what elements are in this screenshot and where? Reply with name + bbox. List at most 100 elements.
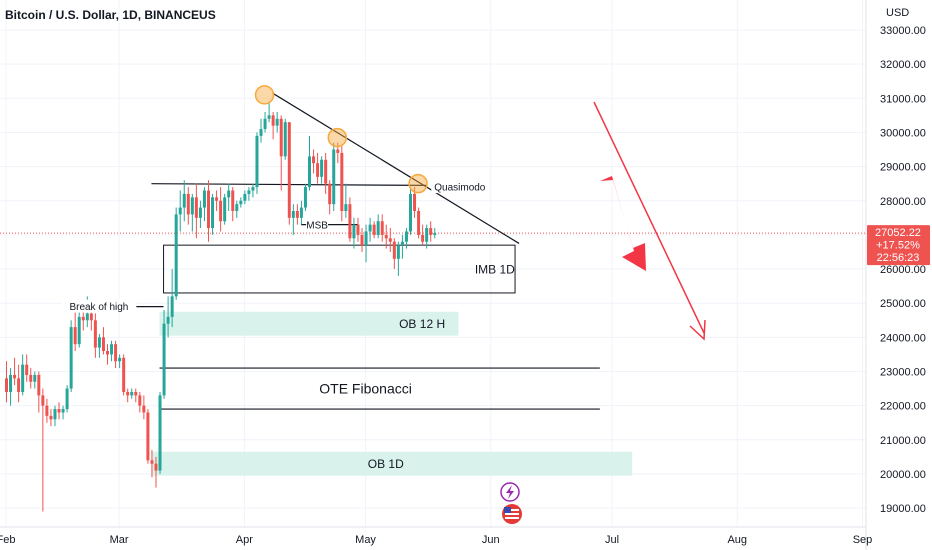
candle <box>17 364 21 403</box>
candle-body <box>295 210 299 218</box>
candle-body <box>53 409 57 420</box>
candle-body <box>110 344 114 355</box>
price-badge-change: +17.52% <box>876 240 920 252</box>
candle-body <box>299 207 303 218</box>
candle-body <box>275 118 279 126</box>
candle-body <box>17 378 21 392</box>
candle-body <box>303 187 307 208</box>
candle <box>328 180 332 215</box>
candle <box>279 115 283 191</box>
candle-body <box>182 193 186 208</box>
chart-title: Bitcoin / U.S. Dollar, 1D, BINANCEUS <box>5 8 216 22</box>
price-tick-label: 22000.00 <box>880 401 926 413</box>
candle <box>251 183 255 198</box>
grid <box>0 0 866 527</box>
candle-body <box>73 327 77 345</box>
candle <box>324 152 328 194</box>
ob-12h-label: OB 12 H <box>399 317 445 331</box>
lightning-icon[interactable] <box>500 482 520 502</box>
candle-body <box>348 204 352 239</box>
candle <box>400 234 404 259</box>
candle <box>291 204 295 235</box>
candle-body <box>308 156 311 188</box>
candle-body <box>433 233 437 235</box>
candle-body <box>283 122 287 157</box>
candle-body <box>21 364 25 392</box>
candle <box>223 193 227 225</box>
candle-body <box>417 210 421 235</box>
candle <box>421 224 425 246</box>
us-flag-events-icon[interactable] <box>502 504 522 524</box>
price-tick-label: 28000.00 <box>880 196 926 208</box>
candle-body <box>344 204 348 211</box>
candle <box>372 221 376 239</box>
candle <box>77 306 81 348</box>
candle-body <box>231 190 235 211</box>
candle-body <box>158 395 162 471</box>
candle <box>344 183 348 218</box>
candle-body <box>239 200 243 205</box>
candle <box>41 388 45 512</box>
candle <box>299 200 303 225</box>
candle-body <box>271 115 275 126</box>
price-tick-label: 32000.00 <box>880 59 926 71</box>
candle-body <box>138 395 142 406</box>
candle-body <box>207 190 210 229</box>
break-of-high-label: Break of high <box>69 302 128 313</box>
candle <box>320 156 324 184</box>
candle <box>368 217 372 242</box>
candle <box>316 152 320 184</box>
candle <box>312 149 316 174</box>
price-axis[interactable]: USD 19000.00 20000.00 21000.00 22000.00 23000… <box>865 0 926 550</box>
candle-body <box>421 234 425 242</box>
candle <box>364 224 368 263</box>
candles-layer <box>5 101 437 512</box>
price-tick-label: 30000.00 <box>880 127 926 139</box>
candle-body <box>178 207 182 215</box>
time-axis[interactable]: Feb Mar Apr May Jun Jul Aug Sep <box>0 526 873 546</box>
candle <box>194 183 198 239</box>
candle-body <box>146 412 150 461</box>
price-tick-label: 26000.00 <box>880 264 926 276</box>
currency-label: USD <box>886 7 909 19</box>
candle <box>255 132 259 194</box>
candle-body <box>404 231 408 242</box>
time-tick-label: Aug <box>727 534 747 546</box>
candle <box>360 228 364 252</box>
candle-body <box>166 316 170 324</box>
candle <box>126 388 130 403</box>
candle <box>376 214 380 239</box>
candle <box>81 310 85 331</box>
candle-body <box>425 228 429 242</box>
price-badge-box <box>867 225 930 266</box>
time-tick-label: Sep <box>853 534 873 546</box>
candle-body <box>388 238 392 242</box>
price-tick-label: 23000.00 <box>880 367 926 379</box>
ob-1d-label: OB 1D <box>368 457 404 471</box>
candle-body <box>291 210 295 218</box>
descending-trendline <box>272 92 520 244</box>
candle-body <box>328 183 332 205</box>
candle <box>69 320 73 392</box>
candle-body <box>106 351 109 355</box>
candle-body <box>259 129 263 136</box>
candle <box>352 217 356 249</box>
candle <box>247 187 251 201</box>
candle <box>271 111 275 140</box>
candle-body <box>372 224 376 235</box>
candle <box>409 187 412 235</box>
candle <box>303 183 307 211</box>
ote-fibonacci-label: OTE Fibonacci <box>319 381 412 397</box>
candle-body <box>194 197 198 218</box>
candle-body <box>364 231 368 246</box>
candle <box>97 333 101 358</box>
candle <box>182 180 186 222</box>
candle-body <box>186 193 190 215</box>
candle <box>263 111 267 133</box>
thin-forecast-arrow-line <box>593 101 705 334</box>
candle <box>348 197 352 242</box>
price-badge-price: 27052.22 <box>875 227 921 239</box>
msb-label: MSB <box>306 220 328 231</box>
candle-body <box>384 234 388 239</box>
